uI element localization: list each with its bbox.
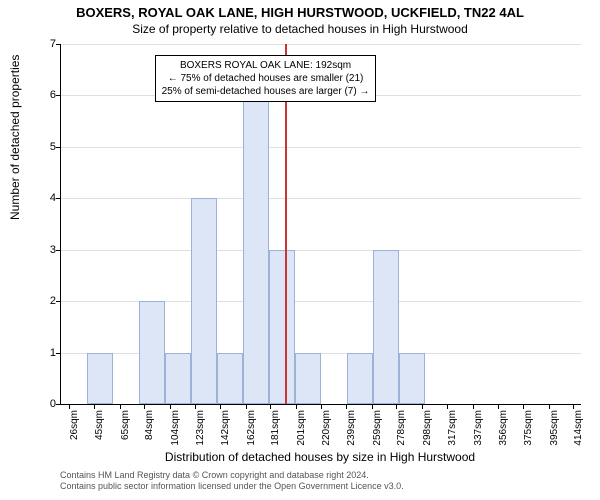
x-tick-label: 356sqm [498, 410, 500, 446]
x-tick-label: 84sqm [144, 410, 146, 440]
x-tick-label: 220sqm [321, 410, 323, 446]
histogram-bar [139, 301, 165, 404]
chart-title-sub: Size of property relative to detached ho… [0, 22, 600, 36]
y-tick-label: 2 [31, 295, 56, 307]
annotation-box: BOXERS ROYAL OAK LANE: 192sqm← 75% of de… [155, 55, 377, 102]
x-tick-label: 45sqm [94, 410, 96, 440]
attribution-line2: Contains public sector information licen… [60, 481, 580, 492]
x-tick-label: 201sqm [296, 410, 298, 446]
histogram-bar [295, 353, 321, 404]
histogram-bar [373, 250, 399, 404]
annotation-line: 25% of semi-detached houses are larger (… [162, 85, 370, 98]
x-tick-label: 298sqm [422, 410, 424, 446]
histogram-bar [217, 353, 243, 404]
y-tick-label: 6 [31, 89, 56, 101]
x-tick-label: 239sqm [346, 410, 348, 446]
x-tick-label: 123sqm [195, 410, 197, 446]
chart-title-main: BOXERS, ROYAL OAK LANE, HIGH HURSTWOOD, … [0, 5, 600, 20]
x-tick-label: 375sqm [523, 410, 525, 446]
histogram-bar [243, 95, 269, 404]
x-tick-label: 162sqm [246, 410, 248, 446]
histogram-bar [165, 353, 191, 404]
attribution-line1: Contains HM Land Registry data © Crown c… [60, 470, 580, 481]
annotation-line: BOXERS ROYAL OAK LANE: 192sqm [162, 59, 370, 72]
histogram-bar [191, 198, 217, 404]
x-tick-label: 317sqm [447, 410, 449, 446]
x-tick-label: 337sqm [473, 410, 475, 446]
x-tick-label: 181sqm [270, 410, 272, 446]
y-axis-label: Number of detached properties [8, 55, 22, 220]
histogram-bar [269, 250, 295, 404]
y-tick-label: 3 [31, 244, 56, 256]
histogram-bar [87, 353, 113, 404]
x-axis-label: Distribution of detached houses by size … [60, 450, 580, 464]
x-tick-label: 142sqm [220, 410, 222, 446]
x-tick-label: 395sqm [549, 410, 551, 446]
y-tick-label: 7 [31, 38, 56, 50]
x-tick-label: 414sqm [573, 410, 575, 446]
y-tick-label: 5 [31, 141, 56, 153]
chart-container: BOXERS, ROYAL OAK LANE, HIGH HURSTWOOD, … [0, 0, 600, 500]
attribution: Contains HM Land Registry data © Crown c… [60, 470, 580, 492]
x-tick-label: 278sqm [396, 410, 398, 446]
y-tick-label: 4 [31, 192, 56, 204]
x-tick-label: 26sqm [69, 410, 71, 440]
x-tick-label: 259sqm [372, 410, 374, 446]
x-tick-label: 65sqm [120, 410, 122, 440]
y-tick-label: 1 [31, 347, 56, 359]
plot-area: 0123456726sqm45sqm65sqm84sqm104sqm123sqm… [60, 44, 581, 405]
y-tick-label: 0 [31, 398, 56, 410]
annotation-line: ← 75% of detached houses are smaller (21… [162, 72, 370, 85]
histogram-bar [399, 353, 425, 404]
histogram-bar [347, 353, 373, 404]
x-tick-label: 104sqm [170, 410, 172, 446]
